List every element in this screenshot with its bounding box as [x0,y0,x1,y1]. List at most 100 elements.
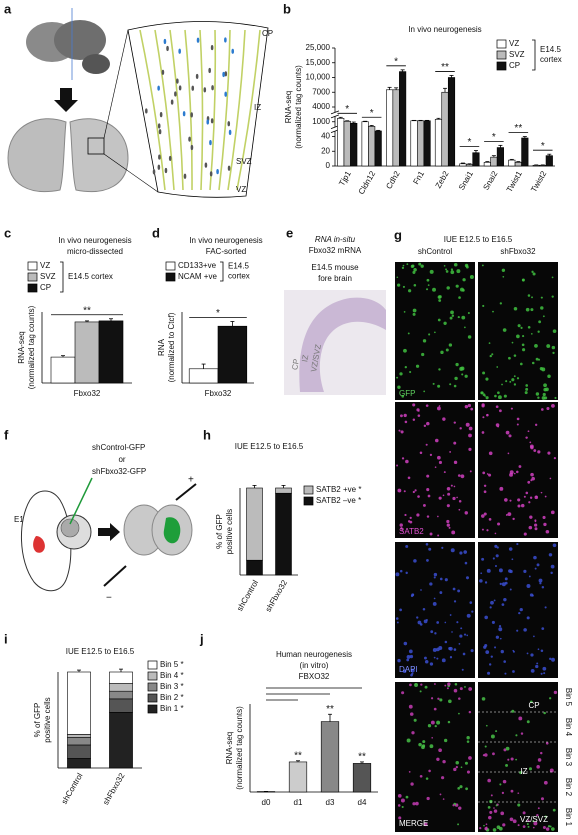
signal [507,512,512,517]
error-bar [473,150,478,153]
signal [439,591,443,594]
legend-label: CD133+ve [178,261,217,270]
signal [543,522,547,527]
signal [513,354,517,357]
signal [507,758,510,761]
signal [432,287,436,292]
signal [483,484,487,488]
signal [453,460,458,465]
error-bar [351,121,356,124]
signal [466,735,470,740]
signal [434,724,437,728]
panel-label: i [4,631,8,646]
signal [484,753,488,757]
signal [404,420,408,424]
micrograph [478,262,558,400]
bar [416,120,425,167]
signal [466,770,471,774]
signal [505,430,510,435]
signal [462,278,466,282]
coronal-section [69,118,129,193]
signal [490,600,494,605]
radial-fiber [218,29,231,191]
signal [527,325,531,329]
construct-label: shFbxo32-GFP [92,467,146,476]
signal [484,745,487,748]
signal [466,613,471,618]
construct-label: or [118,455,125,464]
signal [489,606,492,609]
cell [209,171,213,177]
signal [412,308,417,313]
legend-swatch [147,704,158,714]
signal [437,697,440,700]
signal [453,688,458,693]
legend-label: VZ [40,261,50,270]
x-tick-label: Snai1 [457,169,475,192]
signal [408,289,412,293]
electrode [175,483,197,501]
y-axis-label: % of GFP [33,703,42,738]
signal [495,554,499,558]
signal [521,278,525,282]
signal [452,587,456,591]
signal [449,656,453,659]
axis-break [330,110,340,115]
signal [463,550,468,554]
signal [534,527,538,531]
signal [444,621,447,624]
signal [493,809,498,813]
layer-label: CP [528,701,539,710]
signal [403,413,407,418]
signal [429,582,433,586]
signal [453,262,458,267]
signal [441,658,446,663]
signal [504,498,508,502]
signal [545,387,549,392]
signal [464,761,468,765]
panel-label: e [286,225,293,240]
signal [406,263,409,266]
signal [516,542,519,546]
signal [458,712,460,715]
signal [397,658,401,663]
signal [404,365,407,369]
signal [399,569,403,573]
error-bar [230,321,235,327]
signal [423,424,427,428]
signal [501,603,505,606]
signal [521,343,525,347]
panel-subtitle: E14.5 mouse [311,263,359,272]
cell [190,144,194,151]
signal [530,669,535,673]
signal [489,354,492,358]
signal [432,602,437,606]
signal [450,268,454,271]
coronal-section [7,118,67,193]
signal [455,284,459,288]
signal [396,276,399,279]
signal [455,362,459,367]
signal [492,828,497,832]
error-bar [387,86,392,90]
signal [405,571,408,575]
signal [512,649,515,652]
x-tick-label: d3 [326,798,335,807]
signal [552,351,555,355]
bar-segment [246,487,263,561]
signal [553,457,557,460]
error-bar [467,163,472,165]
signal [535,664,539,669]
cell [159,112,163,118]
signal [532,826,535,829]
signal [437,406,441,411]
y-tick-label: 25,000 [306,43,331,52]
bar [521,137,529,167]
chart-title: FAC-sorted [206,247,246,256]
signal [422,607,426,611]
panel-label: g [394,227,402,242]
legend-label: Bin 2 * [160,693,184,702]
signal [464,511,468,515]
layer-label: IZ [254,103,261,112]
signal [531,270,534,273]
